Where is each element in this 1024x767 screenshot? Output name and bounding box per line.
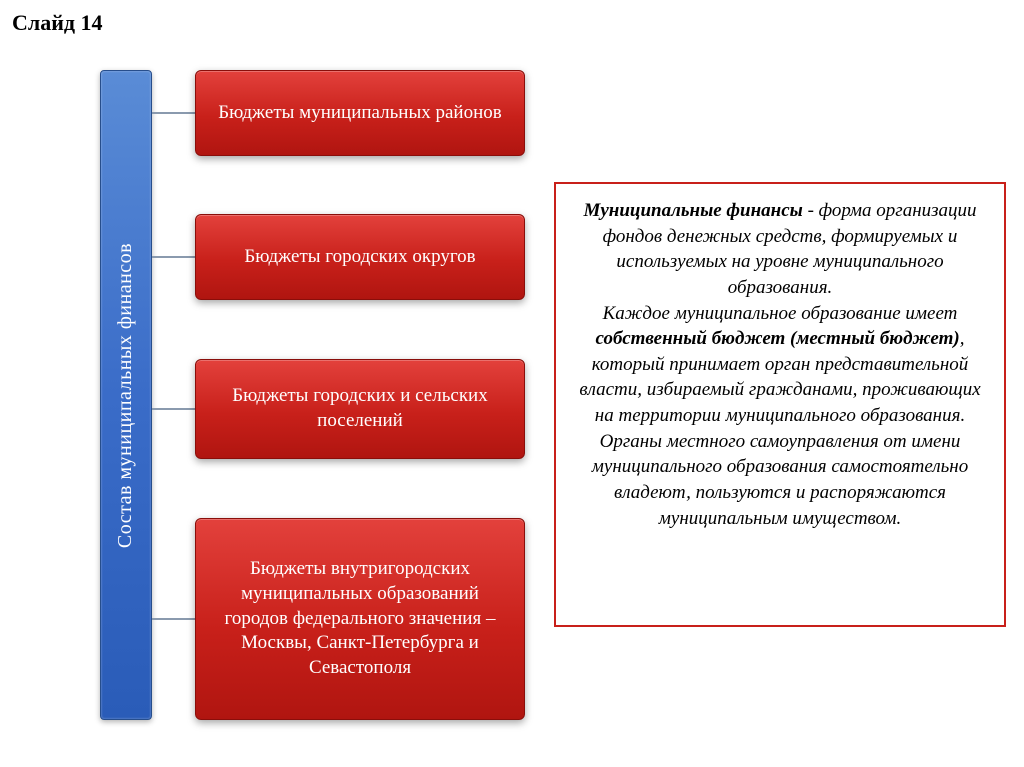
- category-box-1: Бюджеты городских округов: [195, 214, 525, 300]
- slide-title: Слайд 14: [12, 10, 103, 36]
- term-bold: Муниципальные финансы: [583, 200, 802, 221]
- definition-part2a: Каждое муниципальное образование имеет: [603, 303, 958, 324]
- definition-text: Муниципальные финансы - форма организаци…: [568, 198, 992, 531]
- definition-part2b: , который принимает орган представительн…: [579, 328, 980, 528]
- category-box-0: Бюджеты муниципальных районов: [195, 70, 525, 156]
- term-bold-2: собственный бюджет (местный бюджет): [596, 328, 960, 349]
- connector-0: [152, 112, 195, 114]
- connector-1: [152, 256, 195, 258]
- connector-2: [152, 408, 195, 410]
- category-box-2: Бюджеты городских и сельских поселений: [195, 359, 525, 459]
- vertical-category-bar: Состав муниципальных финансов: [100, 70, 152, 720]
- connector-3: [152, 618, 195, 620]
- diagram-container: Состав муниципальных финансов Бюджеты му…: [100, 70, 530, 740]
- definition-box: Муниципальные финансы - форма организаци…: [554, 182, 1006, 627]
- category-box-3: Бюджеты внутригородских муниципальных об…: [195, 518, 525, 720]
- vertical-bar-label: Состав муниципальных финансов: [115, 242, 138, 547]
